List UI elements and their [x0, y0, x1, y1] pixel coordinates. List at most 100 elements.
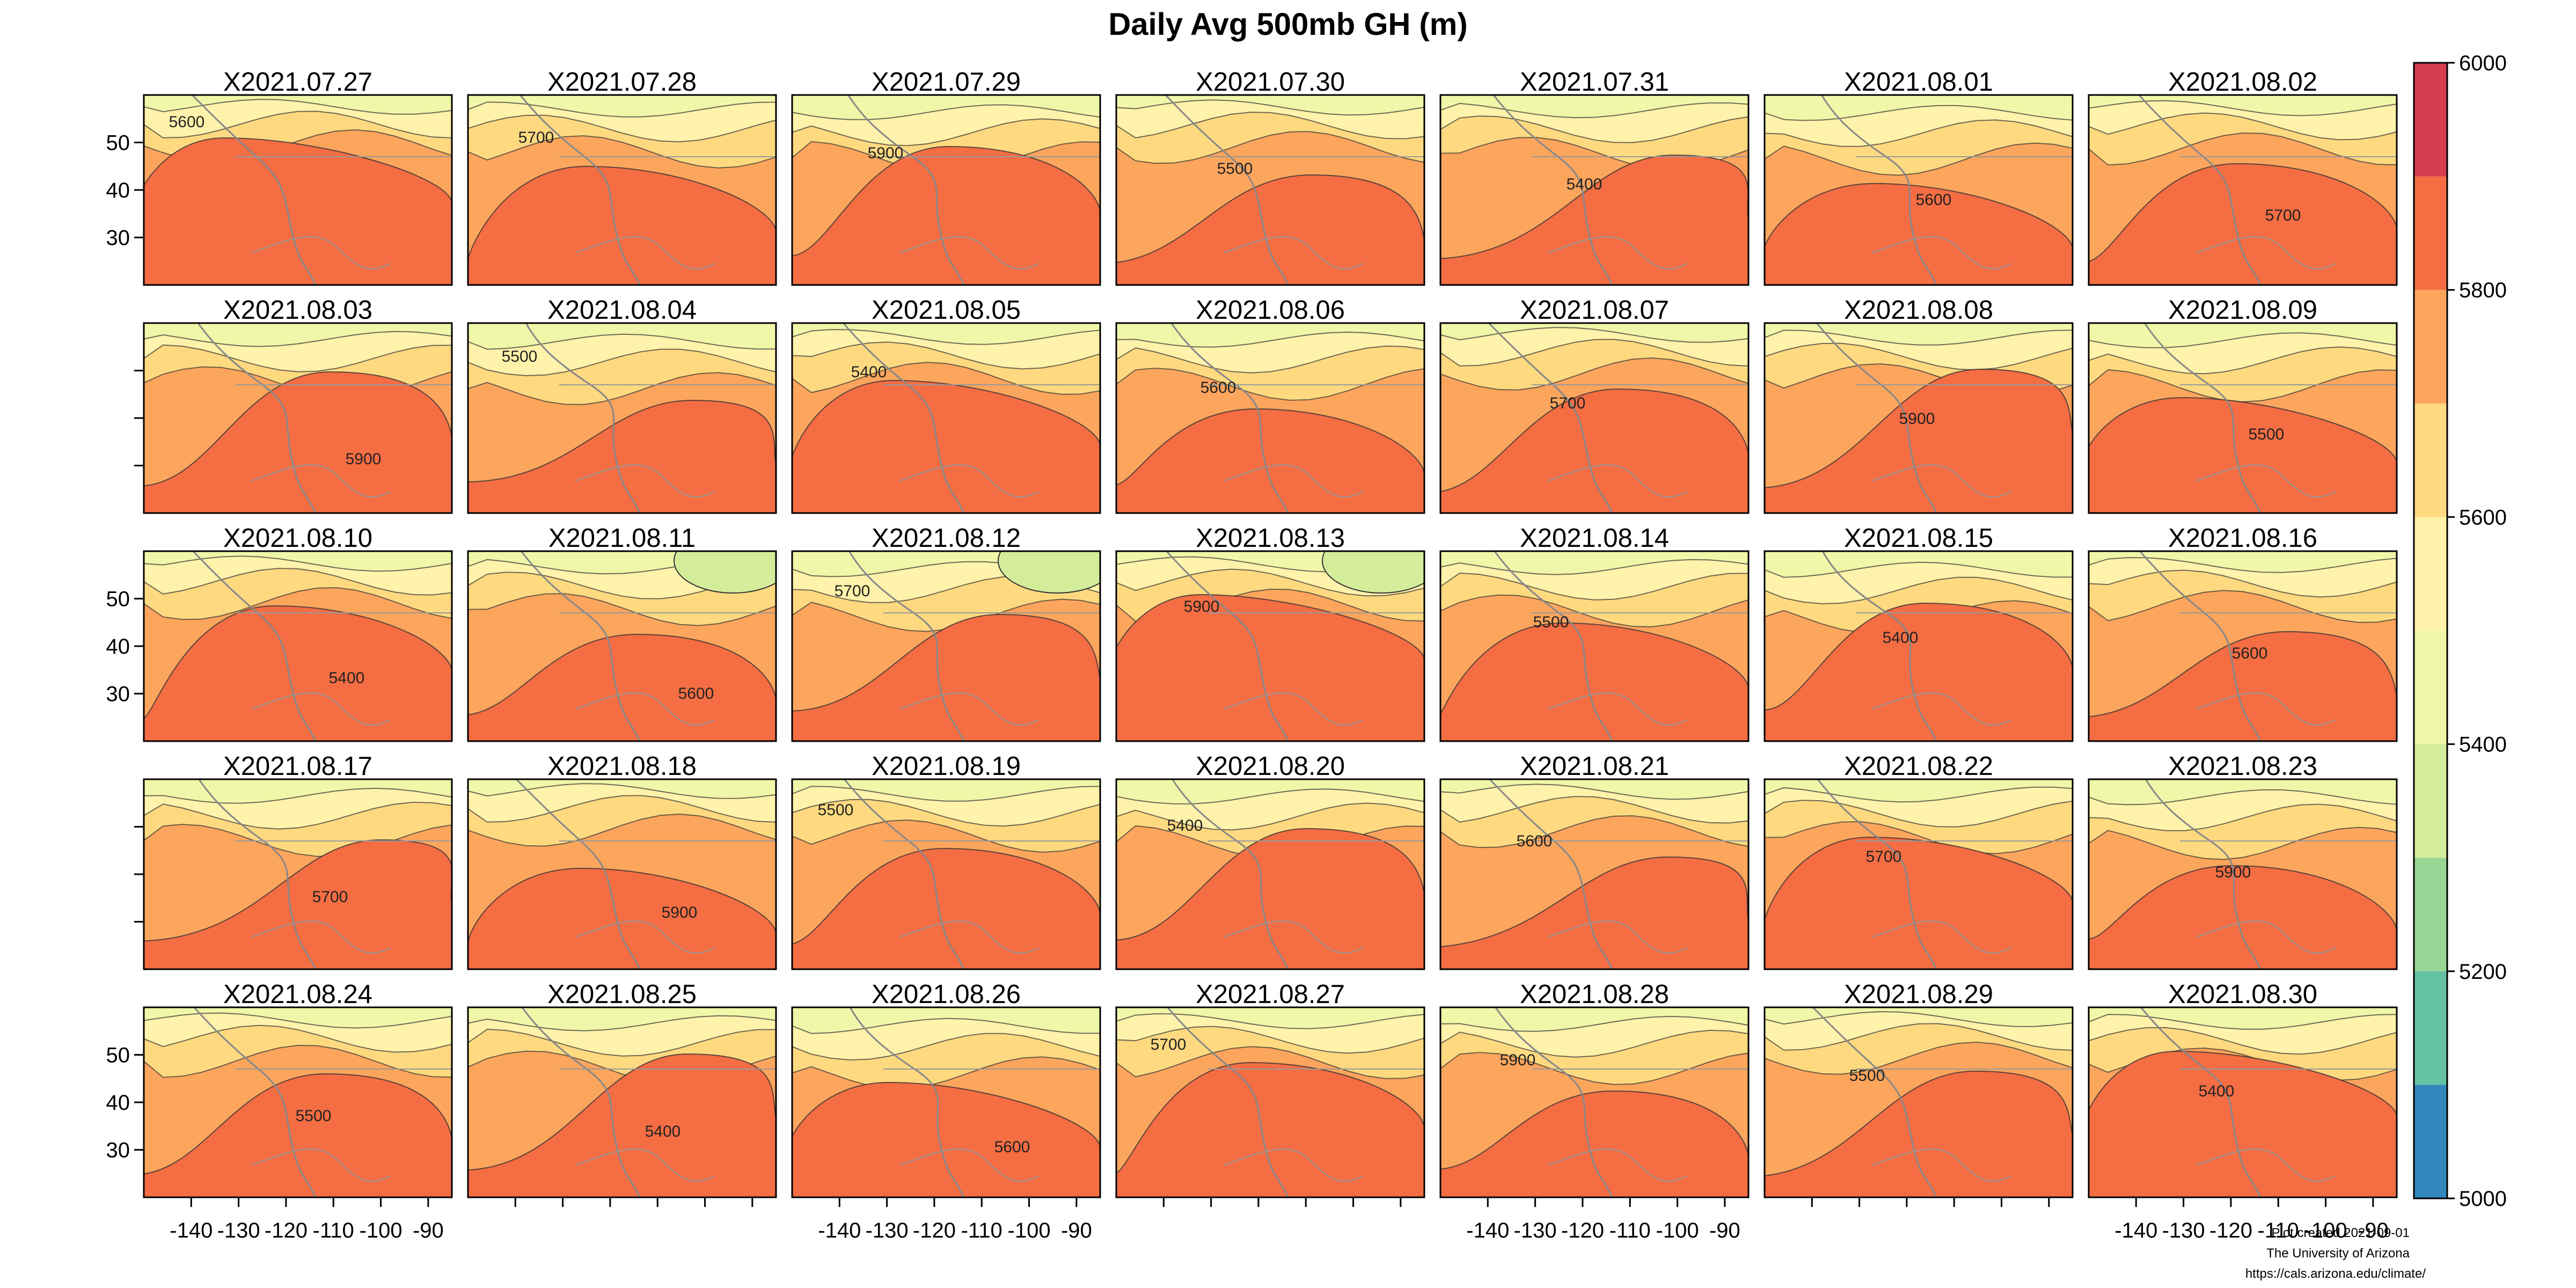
contour-label: 5500 [502, 348, 538, 365]
lon-tick-label: -110 [961, 1219, 1002, 1242]
panel-date-title: X2021.08.11 [548, 524, 696, 553]
contour-band [144, 1007, 452, 1029]
panel-frame [467, 1006, 777, 1198]
lon-tick-label: -120 [913, 1219, 956, 1242]
panel-date-title: X2021.08.15 [1844, 524, 1993, 553]
contour-label: 5400 [645, 1123, 681, 1140]
band-5900 [1440, 1090, 1748, 1197]
contour-label: 5900 [662, 904, 698, 921]
contour-label: 5600 [1201, 379, 1236, 397]
contour-label: 5700 [1550, 394, 1586, 412]
colorbar-swatch [2414, 517, 2447, 631]
lat-tick-label: 50 [106, 1044, 130, 1067]
lon-tick-label: -110 [313, 1219, 354, 1242]
colorbar-swatch [2414, 1085, 2447, 1198]
border-line [1871, 464, 2012, 497]
contour-band [1440, 323, 1748, 343]
panel-date-title: X2021.08.14 [1520, 524, 1669, 553]
panel-frame [1115, 778, 1425, 970]
map-panel: 5600 X2021.07.27 50 40 30 [106, 68, 453, 286]
map-panel: 5400 X2021.08.05 [791, 296, 1101, 514]
map-panel: 5400 X2021.08.25 [467, 980, 777, 1207]
panel-date-title: X2021.08.13 [1196, 524, 1345, 553]
contour-label: 5900 [1500, 1051, 1536, 1069]
contour-band [144, 779, 452, 804]
map-panel: 5600 X2021.08.26 -140 -130 -120 -110 -100 -90 [791, 980, 1101, 1242]
map-panel: 5400 X2021.08.15 [1763, 524, 2074, 742]
panel-date-title: X2021.08.22 [1844, 752, 1993, 781]
border-line [899, 920, 1040, 954]
map-panel: 5500 X2021.08.24 50 40 30 -140 -130 -120 -110 -10… [106, 980, 453, 1242]
panel-frame [1115, 322, 1425, 514]
band-5900 [2089, 163, 2397, 285]
border-line [575, 920, 715, 954]
band-5900 [792, 847, 1100, 969]
border-line [2196, 692, 2336, 726]
band-5900 [468, 633, 776, 741]
contour-band [1116, 1007, 1424, 1029]
band-5900 [468, 165, 776, 285]
contour-label: 5900 [868, 144, 904, 162]
low-center [674, 551, 776, 594]
lon-tick-label: -100 [2304, 1219, 2347, 1242]
contour-label: 5600 [1916, 191, 1952, 209]
border-line [1871, 1148, 2012, 1182]
panel-date-title: X2021.07.28 [547, 68, 697, 97]
lon-tick-label: -100 [1656, 1219, 1699, 1242]
colorbar-swatch [2414, 176, 2447, 290]
panel-date-title: X2021.07.29 [872, 68, 1021, 97]
panel-frame [1763, 1006, 2074, 1198]
lon-tick-label: -140 [1466, 1219, 1509, 1242]
border-line [2196, 464, 2336, 497]
band-5900 [2089, 397, 2397, 513]
colorbar: 6000 5800 5600 5400 5200 5000 [2413, 52, 2507, 1211]
contour-label: 5900 [2215, 863, 2251, 881]
map-panel: 5700 X2021.08.17 [134, 752, 453, 970]
lon-tick-label: -110 [2258, 1219, 2299, 1242]
panel-date-title: X2021.07.31 [1520, 68, 1669, 97]
coastline [847, 95, 965, 285]
band-5900 [1116, 1062, 1424, 1197]
border-line [1223, 920, 1364, 954]
panel-frame [1439, 322, 1750, 514]
coastline [515, 779, 641, 969]
border-line [251, 920, 391, 954]
border-line [251, 692, 391, 726]
coastline [1167, 1007, 1289, 1197]
colorbar-swatch [2414, 858, 2447, 971]
low-center [1322, 551, 1424, 594]
map-panel: 5900 X2021.08.23 [2088, 752, 2398, 970]
contour-label: 5700 [1151, 1036, 1187, 1053]
band-5900 [144, 839, 452, 969]
lon-tick-label: -120 [1561, 1219, 1604, 1242]
lon-tick-label: -90 [2358, 1219, 2389, 1242]
band-5900 [1440, 622, 1748, 741]
panel-frame [2088, 778, 2398, 970]
panel-frame [791, 550, 1101, 742]
panel-date-title: X2021.08.27 [1196, 980, 1345, 1009]
border-line [575, 1148, 715, 1182]
map-panel: 5700 X2021.08.22 [1763, 752, 2074, 970]
panel-date-title: X2021.07.27 [223, 68, 372, 97]
lat-tick-label: 30 [106, 226, 130, 250]
band-5900 [1440, 856, 1748, 969]
band-5900 [1116, 594, 1424, 741]
panel-date-title: X2021.08.12 [872, 524, 1021, 553]
border-line [899, 236, 1040, 269]
band-5900 [792, 613, 1100, 741]
contour-label: 5700 [2265, 207, 2301, 224]
contour-label: 5900 [1184, 598, 1220, 616]
contour-band [2089, 551, 2397, 573]
contour-band [468, 323, 776, 350]
lon-tick-label: -90 [413, 1219, 444, 1242]
panel-date-title: X2021.08.25 [547, 980, 697, 1009]
panel-date-title: X2021.08.07 [1520, 296, 1669, 325]
contour-band [1440, 779, 1748, 800]
credit-block: Plot created 2021-09-01 The University o… [2245, 1226, 2426, 1281]
map-panel: 5600 X2021.08.06 [1115, 296, 1425, 514]
contour-band [2089, 779, 2397, 806]
lon-tick-label: -130 [2162, 1219, 2205, 1242]
map-panel: 5500 X2021.08.09 [2088, 296, 2398, 514]
contour-label: 5400 [329, 669, 365, 687]
